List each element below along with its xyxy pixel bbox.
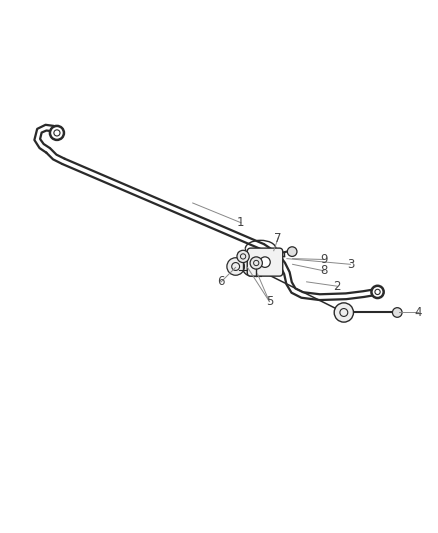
Circle shape (227, 258, 244, 275)
Text: 2: 2 (333, 280, 341, 293)
Text: 4: 4 (414, 305, 422, 319)
Text: 1: 1 (237, 216, 245, 229)
Text: 3: 3 (347, 258, 354, 271)
Text: 5: 5 (266, 295, 273, 308)
Polygon shape (46, 148, 65, 164)
Circle shape (371, 286, 384, 298)
Text: 8: 8 (321, 264, 328, 277)
Circle shape (392, 308, 402, 317)
Circle shape (237, 251, 249, 263)
Circle shape (260, 257, 270, 268)
Circle shape (250, 257, 262, 269)
FancyBboxPatch shape (247, 248, 283, 276)
Circle shape (242, 257, 261, 276)
Circle shape (334, 303, 353, 322)
Circle shape (50, 126, 64, 140)
Polygon shape (34, 125, 59, 153)
Polygon shape (62, 159, 264, 249)
Text: 6: 6 (217, 276, 225, 288)
Text: 7: 7 (274, 231, 282, 245)
Polygon shape (261, 245, 377, 300)
Text: 9: 9 (320, 253, 328, 266)
Circle shape (287, 247, 297, 256)
